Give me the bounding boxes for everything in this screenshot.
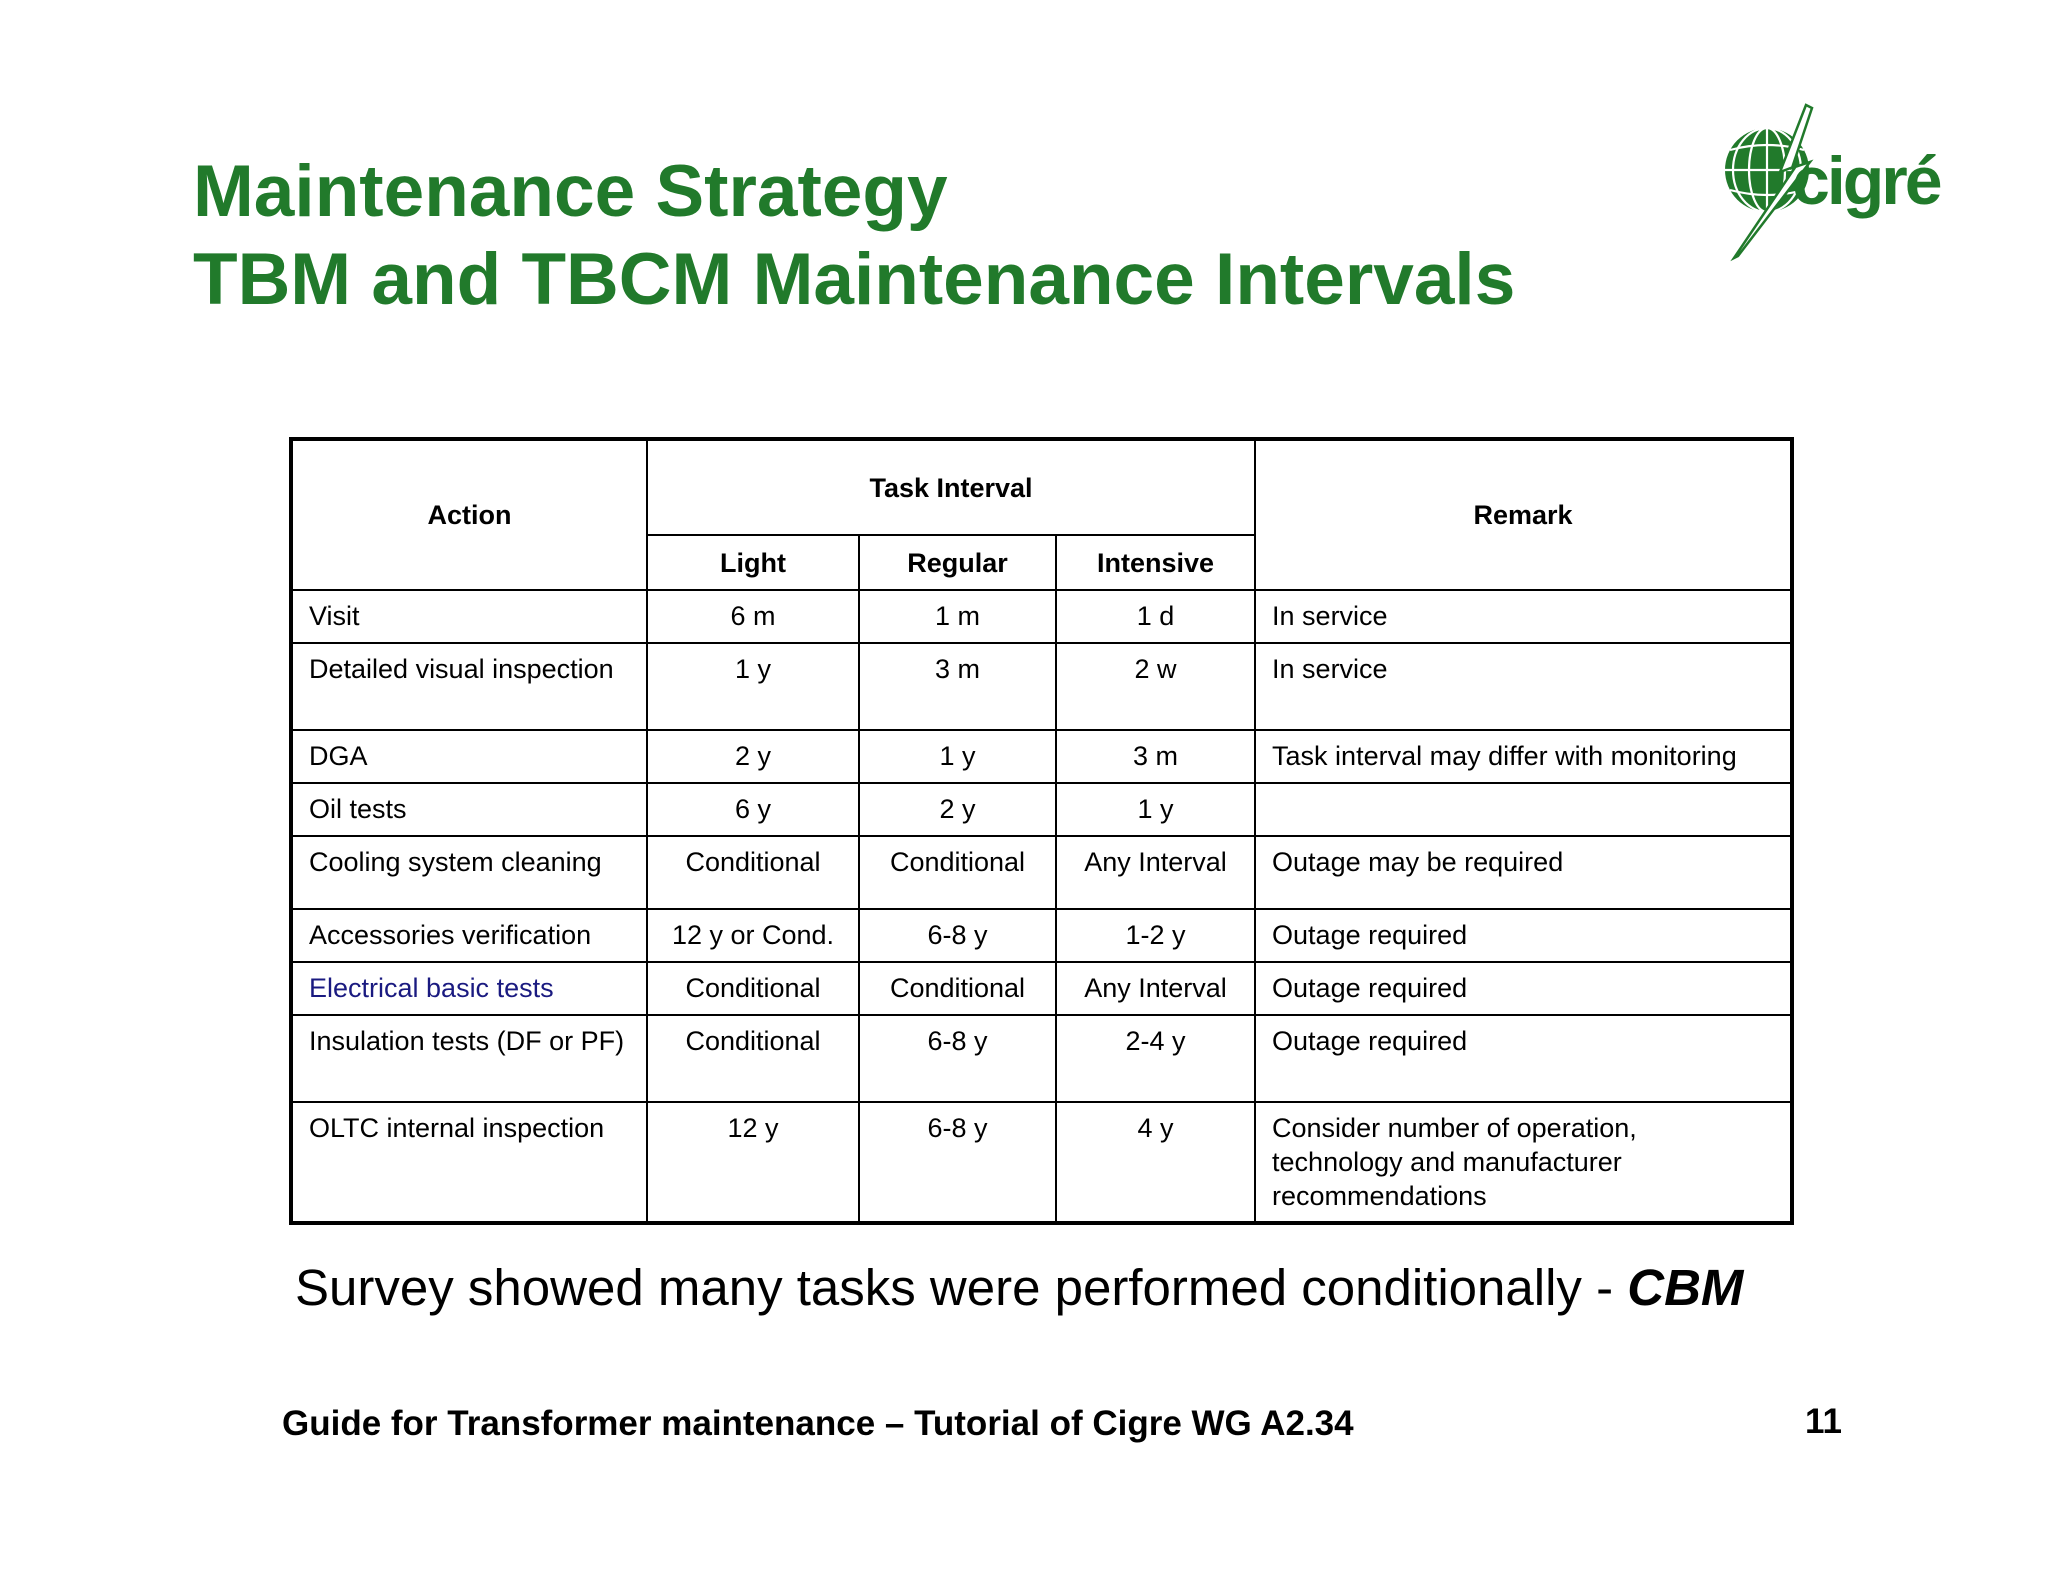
cell-light: 6 m: [646, 589, 860, 644]
conclusion-body: Survey showed many tasks were performed …: [295, 1259, 1628, 1316]
cell-remark: [1254, 782, 1794, 837]
cell-remark: In service: [1254, 589, 1794, 644]
cell-intensive: 1 d: [1054, 589, 1257, 644]
logo-wordmark: cigré: [1792, 143, 1941, 219]
cell-intensive: 1 y: [1054, 782, 1257, 837]
cell-light: 12 y or Cond.: [646, 908, 860, 963]
cell-regular: 3 m: [858, 642, 1057, 731]
header-regular: Regular: [858, 534, 1057, 591]
page-number: 11: [1805, 1402, 1842, 1441]
cell-light: Conditional: [646, 835, 860, 910]
table-row: OLTC internal inspection 12 y 6-8 y 4 y …: [290, 1101, 1794, 1224]
table-row: DGA 2 y 1 y 3 m Task interval may differ…: [290, 729, 1794, 784]
table-row: Insulation tests (DF or PF) Conditional …: [290, 1014, 1794, 1103]
table-row: Detailed visual inspection 1 y 3 m 2 w I…: [290, 642, 1794, 731]
cell-intensive: 2 w: [1054, 642, 1257, 731]
cell-light: Conditional: [646, 1014, 860, 1103]
slide-title-line2: TBM and TBCM Maintenance Intervals: [193, 239, 1516, 320]
footer-caption: Guide for Transformer maintenance – Tuto…: [282, 1404, 1354, 1443]
header-action: Action: [290, 438, 648, 591]
table-row: Oil tests 6 y 2 y 1 y: [290, 782, 1794, 837]
conclusion-text: Survey showed many tasks were performed …: [295, 1258, 1743, 1318]
table-row: Electrical basic tests Conditional Condi…: [290, 961, 1794, 1016]
slide-title: Maintenance Strategy TBM and TBCM Mainte…: [193, 148, 1515, 324]
cell-intensive: 3 m: [1054, 729, 1257, 784]
cell-action: OLTC internal inspection: [290, 1101, 648, 1224]
cell-regular: 2 y: [858, 782, 1057, 837]
cell-regular: Conditional: [858, 835, 1057, 910]
cell-intensive: Any Interval: [1054, 835, 1257, 910]
cell-light: 6 y: [646, 782, 860, 837]
cell-remark: In service: [1254, 642, 1794, 731]
cell-remark: Task interval may differ with monitoring: [1254, 729, 1794, 784]
cell-regular: 6-8 y: [858, 1014, 1057, 1103]
table-row: Visit 6 m 1 m 1 d In service: [290, 589, 1794, 644]
cell-light: Conditional: [646, 961, 860, 1016]
conclusion-emphasis: CBM: [1627, 1259, 1744, 1316]
cell-regular: 1 y: [858, 729, 1057, 784]
header-remark: Remark: [1254, 438, 1794, 591]
cell-intensive: 4 y: [1054, 1101, 1257, 1224]
cell-action: Insulation tests (DF or PF): [290, 1014, 648, 1103]
cell-action: Oil tests: [290, 782, 648, 837]
cell-remark: Outage required: [1254, 1014, 1794, 1103]
cell-intensive: 2-4 y: [1054, 1014, 1257, 1103]
cell-light: 1 y: [646, 642, 860, 731]
header-light: Light: [646, 534, 860, 591]
header-intensive: Intensive: [1054, 534, 1257, 591]
cell-remark: Consider number of operation, technology…: [1254, 1101, 1794, 1224]
cell-action: DGA: [290, 729, 648, 784]
cell-action: Visit: [290, 589, 648, 644]
cell-regular: 6-8 y: [858, 1101, 1057, 1224]
cell-light: 2 y: [646, 729, 860, 784]
cell-action: Detailed visual inspection: [290, 642, 648, 731]
cell-remark: Outage required: [1254, 961, 1794, 1016]
cell-remark: Outage required: [1254, 908, 1794, 963]
header-task-interval: Task Interval: [645, 438, 1257, 536]
table-row: Accessories verification 12 y or Cond. 6…: [290, 908, 1794, 963]
table-row: Cooling system cleaning Conditional Cond…: [290, 835, 1794, 910]
cell-intensive: Any Interval: [1054, 961, 1257, 1016]
cell-action: Cooling system cleaning: [290, 835, 648, 910]
cell-light: 12 y: [646, 1101, 860, 1224]
slide-title-line1: Maintenance Strategy: [193, 151, 948, 232]
maintenance-interval-table: Action Task Interval Remark Light Regula…: [289, 437, 1795, 1225]
cell-action: Accessories verification: [290, 908, 648, 963]
cell-intensive: 1-2 y: [1054, 908, 1257, 963]
cell-regular: 1 m: [858, 589, 1057, 644]
cell-regular: 6-8 y: [858, 908, 1057, 963]
cell-remark: Outage may be required: [1254, 835, 1794, 910]
globe-lightning-icon: [1725, 103, 1814, 262]
cigre-logo: cigré: [1725, 103, 1942, 262]
cell-regular: Conditional: [858, 961, 1057, 1016]
cell-action: Electrical basic tests: [290, 961, 648, 1016]
